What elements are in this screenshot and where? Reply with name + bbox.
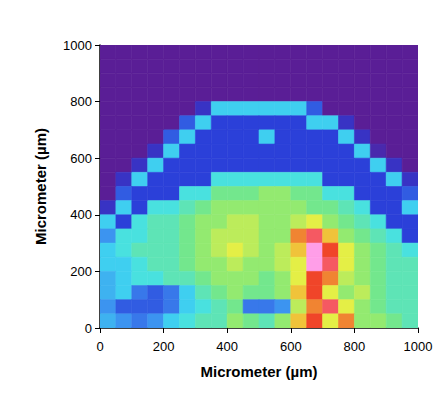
svg-text:1000: 1000 bbox=[404, 339, 433, 354]
svg-text:600: 600 bbox=[280, 339, 302, 354]
svg-text:200: 200 bbox=[70, 264, 92, 279]
svg-text:400: 400 bbox=[70, 207, 92, 222]
svg-text:800: 800 bbox=[344, 339, 366, 354]
svg-text:400: 400 bbox=[216, 339, 238, 354]
svg-text:0: 0 bbox=[96, 339, 103, 354]
svg-text:Micrometer (µm): Micrometer (µm) bbox=[201, 363, 318, 380]
svg-text:Micrometer (µm): Micrometer (µm) bbox=[32, 128, 49, 245]
svg-text:0: 0 bbox=[85, 321, 92, 336]
svg-text:1000: 1000 bbox=[63, 38, 92, 53]
svg-text:200: 200 bbox=[153, 339, 175, 354]
svg-text:600: 600 bbox=[70, 151, 92, 166]
svg-text:800: 800 bbox=[70, 94, 92, 109]
